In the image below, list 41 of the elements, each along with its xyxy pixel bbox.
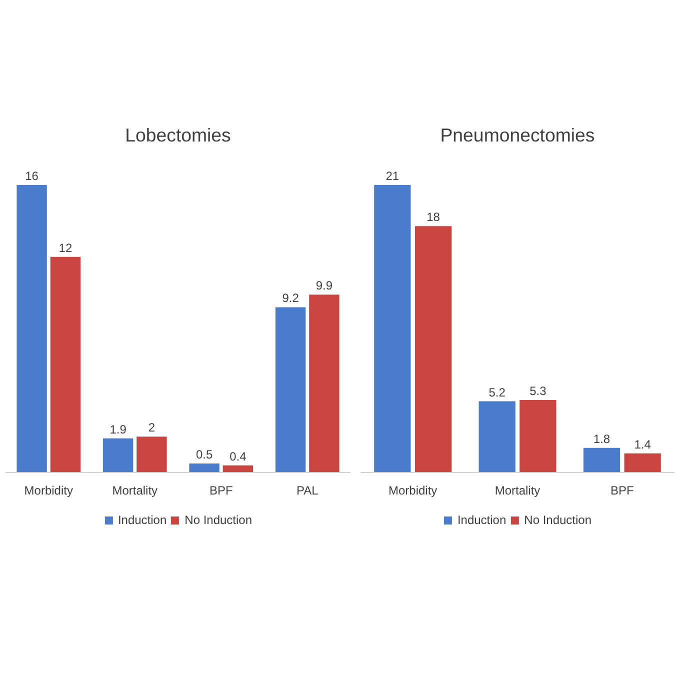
bar [624,453,661,472]
data-label: 1.9 [110,422,127,436]
x-tick-label: BPF [610,484,634,498]
bar [414,226,452,472]
data-label: 21 [386,169,400,183]
data-label: 18 [426,210,440,224]
x-tick-label: PAL [296,484,319,498]
bar [309,294,340,472]
data-label: 1.8 [593,432,610,446]
bar [189,464,220,472]
bar [583,448,620,472]
data-label: 5.2 [488,385,506,400]
x-tick-label: Morbidity [388,484,438,498]
data-label: 0.4 [230,449,247,464]
x-tick-label: BPF [209,484,233,498]
data-label: 0.5 [196,448,213,462]
bar [374,185,411,472]
bar [275,307,306,472]
x-tick-label: Mortality [112,484,158,498]
bar [222,465,254,472]
data-label: 16 [25,169,39,183]
legend-label: No Induction [184,513,252,527]
bar [50,256,81,472]
bar [102,438,134,472]
chart-title: Pneumonectomies [440,124,595,146]
legend-label: Induction [118,513,167,527]
data-label: 9.9 [316,278,333,293]
legend-label: Induction [457,513,506,527]
data-label: 5.3 [530,384,547,398]
bar [478,401,516,472]
bar [16,185,47,472]
data-label: 2 [148,420,156,435]
bar [520,400,556,472]
legend-label: No Induction [524,513,592,527]
chart-title: Lobectomies [125,124,231,146]
x-tick-label: Mortality [494,484,540,498]
bar [136,436,167,472]
x-tick-label: Morbidity [24,484,73,498]
data-label: 9.2 [282,291,300,306]
data-label: 1.4 [634,437,652,452]
data-label: 12 [58,240,72,255]
